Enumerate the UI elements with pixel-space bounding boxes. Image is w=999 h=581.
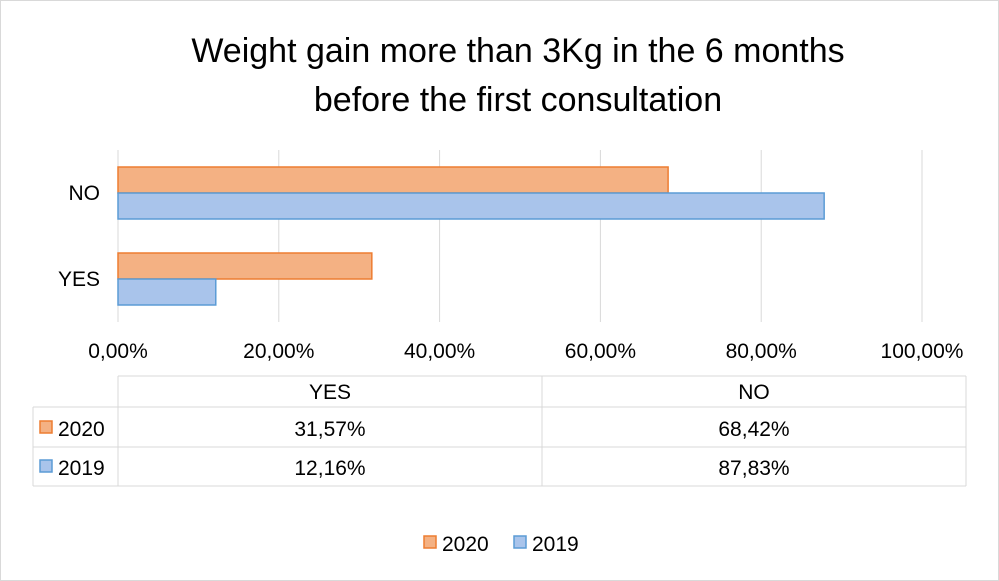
x-tick-label: 40,00% [404,340,475,363]
legend-label: 2019 [532,533,579,556]
chart-title-line: before the first consultation [314,81,722,119]
bar-2019-no [117,192,825,220]
x-tick-label: 20,00% [243,340,314,363]
table-legend-key-2020 [39,420,53,434]
category-label: NO [69,182,101,205]
x-tick-label: 60,00% [565,340,636,363]
table-cell: 12,16% [294,457,365,480]
x-tick-label: 100,00% [881,340,964,363]
table-cell: 68,42% [718,418,789,441]
legend-label: 2020 [442,533,489,556]
table-cell: 87,83% [718,457,789,480]
chart-title-line: Weight gain more than 3Kg in the 6 month… [191,32,844,70]
x-tick-label: 0,00% [88,340,148,363]
legend-key-2019 [513,535,527,549]
legend-key-2020 [423,535,437,549]
bar-2019-yes [117,278,217,306]
table-header-no: NO [738,381,770,404]
bar-2020-yes [117,252,373,280]
x-tick-label: 80,00% [726,340,797,363]
table-legend-key-2019 [39,459,53,473]
bar-2020-no [117,166,669,194]
table-row-label: 2019 [58,457,105,480]
table-row-label: 2020 [58,418,105,441]
category-label: YES [58,268,100,291]
table-cell: 31,57% [294,418,365,441]
table-header-yes: YES [309,381,351,404]
